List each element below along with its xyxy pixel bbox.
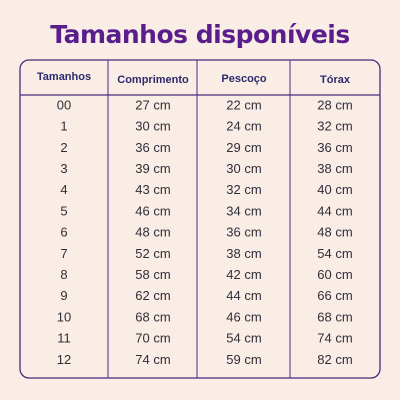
table-cell: 43 cm	[135, 182, 170, 197]
table-cell: 28 cm	[317, 97, 352, 112]
table-cell: 36 cm	[317, 140, 352, 155]
table-cell: 74 cm	[135, 352, 170, 367]
table-cell: 11	[57, 331, 71, 346]
table-cell: 68 cm	[135, 309, 170, 324]
table-cell: 9	[60, 288, 67, 303]
table-cell: 54 cm	[317, 246, 352, 261]
table-cell: 34 cm	[226, 203, 261, 218]
table-cell: 62 cm	[135, 288, 170, 303]
table-cell: 54 cm	[226, 331, 261, 346]
table-cell: 32 cm	[226, 182, 261, 197]
table-border	[19, 59, 381, 379]
table-cell: 48 cm	[317, 225, 352, 240]
table-cell: 46 cm	[135, 203, 170, 218]
table-cell: 48 cm	[135, 225, 170, 240]
table-cell: 60 cm	[317, 267, 352, 282]
table-cell: 82 cm	[317, 352, 352, 367]
table-cell: 32 cm	[317, 119, 352, 134]
table-cell: 66 cm	[317, 288, 352, 303]
table-cell: 29 cm	[226, 140, 261, 155]
table-cell: 8	[60, 267, 67, 282]
table-cell: 4	[60, 182, 67, 197]
table-cell: 12	[57, 352, 71, 367]
table-cell: 2	[60, 140, 67, 155]
header-cell: Tórax	[320, 74, 351, 86]
table-cell: 39 cm	[135, 161, 170, 176]
table-cell: 38 cm	[226, 246, 261, 261]
table-cell: 1	[60, 119, 67, 134]
header-cell: Tamanhos	[37, 71, 91, 83]
table-cell: 70 cm	[135, 331, 170, 346]
header-cell: Comprimento	[117, 74, 189, 86]
title: Tamanhos disponíveis	[50, 20, 349, 49]
table-cell: 40 cm	[317, 182, 352, 197]
table-cell: 22 cm	[226, 97, 261, 112]
table-cell: 46 cm	[226, 309, 261, 324]
table-cell: 27 cm	[135, 97, 170, 112]
table-cell: 24 cm	[226, 119, 261, 134]
table-cell: 58 cm	[135, 267, 170, 282]
table-cell: 00	[57, 97, 71, 112]
table-cell: 36 cm	[135, 140, 170, 155]
table-cell: 5	[60, 203, 67, 218]
table-cell: 59 cm	[226, 352, 261, 367]
table-cell: 68 cm	[317, 309, 352, 324]
table-cell: 74 cm	[317, 331, 352, 346]
table-cell: 6	[60, 225, 67, 240]
table-cell: 30 cm	[135, 119, 170, 134]
table-cell: 44 cm	[317, 203, 352, 218]
header-cell: Pescoço	[221, 73, 267, 85]
table-cell: 38 cm	[317, 161, 352, 176]
table-cell: 36 cm	[226, 225, 261, 240]
table-cell: 7	[60, 246, 67, 261]
table-cell: 52 cm	[135, 246, 170, 261]
table-cell: 10	[57, 309, 71, 324]
table-cell: 42 cm	[226, 267, 261, 282]
table-cell: 3	[60, 161, 67, 176]
table-cell: 30 cm	[226, 161, 261, 176]
table-cell: 44 cm	[226, 288, 261, 303]
